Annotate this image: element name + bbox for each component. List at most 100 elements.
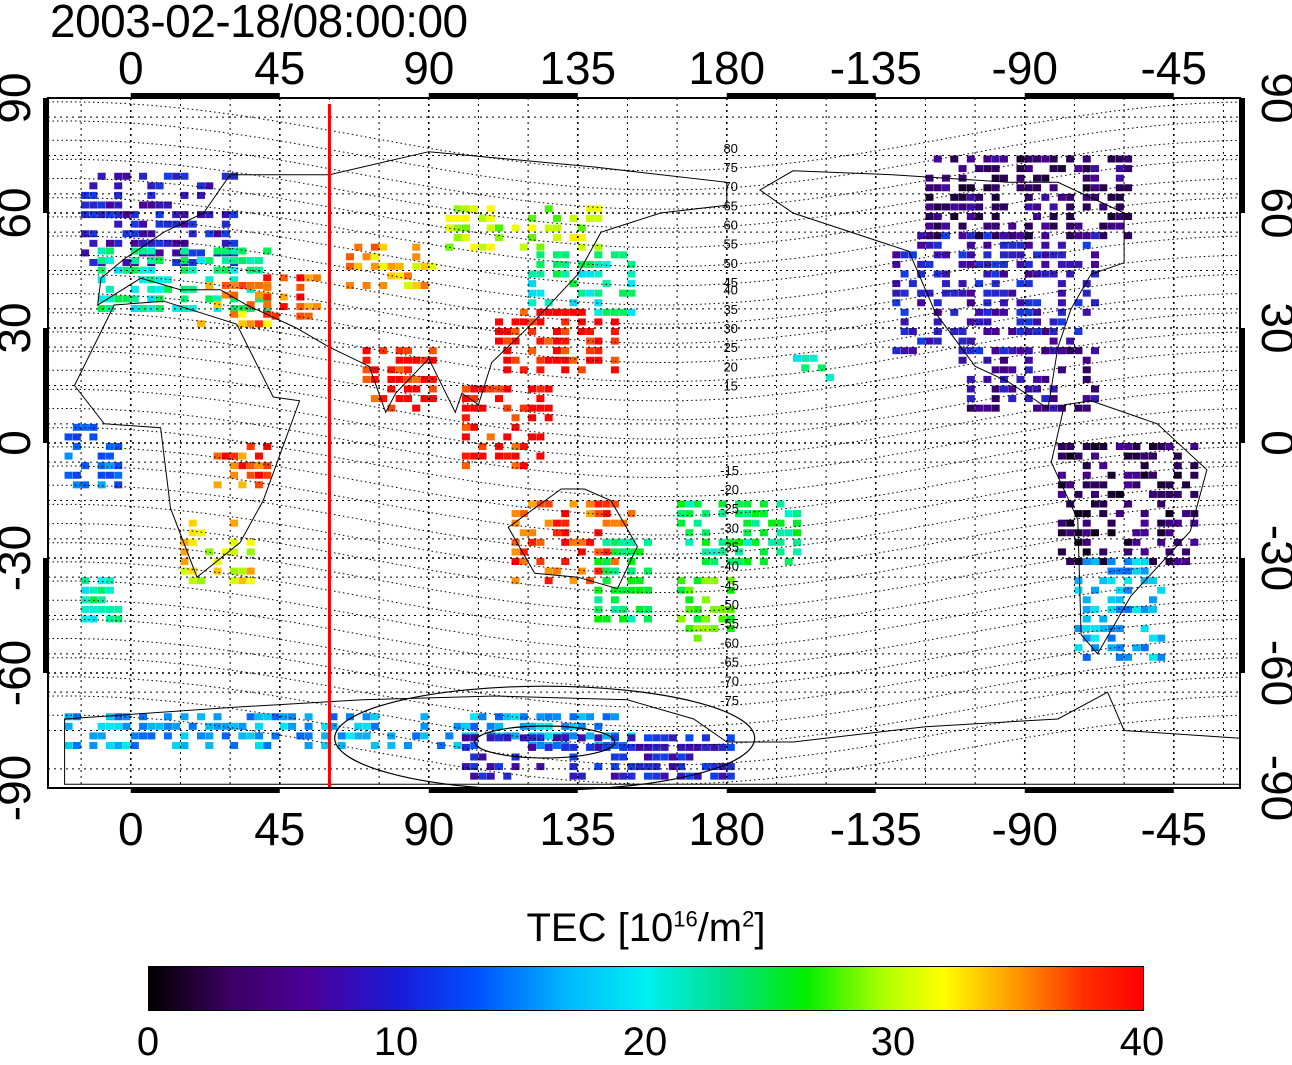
tec-tile-australia-north — [511, 519, 520, 527]
tec-tile-central-america — [1057, 347, 1066, 355]
tec-tile-south-atlantic — [114, 605, 123, 613]
tec-tile-south-asia — [362, 366, 371, 374]
tec-tile-south-asia — [420, 375, 429, 383]
tec-tile-east-asia-south — [503, 328, 512, 335]
tec-tile-russia — [511, 224, 520, 232]
tec-tile-east-asia-north — [586, 289, 595, 297]
tec-tile-canada — [1016, 232, 1025, 240]
tec-tile-pacific-islands — [751, 510, 760, 518]
tec-tile-canada — [925, 232, 934, 240]
tec-tile-europe-north — [221, 220, 230, 228]
y-tick-right: 0 — [1252, 430, 1292, 456]
tec-tile-russia — [486, 224, 495, 232]
tec-tile-canada — [1074, 222, 1083, 230]
tec-tile-east-asia-north — [552, 260, 561, 268]
tec-tile-mediterranean — [238, 320, 247, 328]
tec-tile-europe-north — [180, 191, 189, 199]
tec-tile-mediterranean — [213, 301, 222, 309]
tec-tile-north-america — [1057, 289, 1066, 297]
tec-tile-australia-north — [528, 529, 537, 537]
tec-tile-east-asia-south — [511, 337, 520, 345]
tec-tile-central-asia — [403, 272, 412, 280]
tec-tile-north-america — [900, 270, 909, 278]
tec-tile-west-africa — [97, 452, 106, 460]
tec-tile-antarctica-deep — [644, 772, 652, 780]
tec-tile-north-america — [1041, 260, 1050, 268]
tec-tile-north-america — [983, 299, 992, 307]
tec-tile-canada — [1033, 213, 1042, 220]
tec-tile-russia — [577, 224, 586, 232]
tec-tile-europe-north — [122, 211, 131, 219]
tec-tile-antarctica-coast — [420, 713, 429, 721]
tec-tile-antarctica-coast — [304, 722, 313, 730]
tec-tile-central-america — [999, 366, 1008, 374]
tec-tile-southeast-asia — [470, 395, 479, 403]
frame-bar-right — [1240, 98, 1245, 213]
tec-tile-central-america — [958, 356, 967, 364]
tec-tile-antarctica-coast — [197, 732, 205, 740]
tec-tile-north-america — [1024, 347, 1033, 355]
tec-tile-south-america-north — [1082, 519, 1091, 527]
tec-tile-south-america-north — [1182, 548, 1191, 556]
tec-tile-antarctica-deep — [486, 734, 495, 742]
tec-tile-east-asia-north — [586, 270, 595, 278]
tec-tile-south-america-north — [1124, 500, 1133, 508]
tec-tile-south-asia — [412, 385, 421, 393]
contour-label-north: 65 — [723, 198, 737, 213]
tec-tile-north-america — [983, 251, 992, 259]
tec-tile-antarctica-coast — [337, 732, 346, 740]
tec-tile-central-america — [966, 395, 975, 403]
tec-tile-south-america-north — [1157, 529, 1166, 537]
tec-tile-europe-south — [238, 247, 247, 255]
tec-tile-southeast-asia — [461, 462, 470, 470]
y-tick-left: 30 — [0, 302, 40, 353]
tec-tile-antarctica-deep — [495, 734, 503, 742]
tec-tile-australia-south — [602, 558, 611, 565]
tec-tile-mediterranean — [205, 282, 214, 289]
y-tick-right: -30 — [1252, 525, 1292, 591]
tec-tile-southeast-asia — [495, 452, 503, 460]
tec-tile-north-america — [950, 328, 959, 335]
tec-tile-antarctica-deep — [561, 743, 570, 751]
tec-tile-australia-south — [610, 567, 619, 575]
tec-tile-canada — [1115, 155, 1124, 163]
tec-tile-canada — [1115, 184, 1124, 192]
tec-tile-south-america-north — [1132, 452, 1141, 460]
tec-tile-north-america — [917, 270, 926, 278]
tec-tile-central-asia — [370, 243, 379, 251]
tec-tile-south-asia — [395, 395, 404, 403]
tec-tile-central-asia — [412, 243, 421, 251]
tec-tile-antarctica-coast — [586, 732, 595, 740]
tec-tile-north-america — [1033, 251, 1042, 259]
tec-tile-southeast-asia — [470, 404, 479, 412]
tec-tile-south-africa — [188, 529, 197, 537]
contour-label-north: 45 — [723, 275, 737, 290]
tec-tile-antarctica-coast — [271, 713, 280, 721]
tec-tile-south-america-north — [1124, 452, 1133, 460]
tec-tile-south-america-north — [1157, 481, 1166, 489]
tec-tile-antarctica-coast — [155, 722, 164, 730]
tec-tile-south-america-north — [1057, 452, 1066, 460]
y-axis-right-labels: 9060300-30-60-90 — [1252, 72, 1292, 821]
tec-tile-east-asia-north — [528, 270, 537, 278]
tec-tile-canada — [1016, 184, 1025, 192]
tec-tile-antarctica-deep — [726, 763, 735, 771]
colorbar-tick-20: 20 — [622, 1020, 668, 1064]
tec-tile-south-america-south — [1091, 586, 1099, 594]
tec-tile-antarctica-coast — [594, 722, 603, 730]
tec-tile-canada — [1091, 184, 1099, 192]
tec-tile-australia-north — [544, 577, 553, 585]
tec-tile-russia — [461, 234, 470, 242]
tec-tile-antarctica-coast — [64, 713, 73, 721]
tec-tile-south-america-south — [1124, 558, 1133, 565]
tec-tile-east-asia-north — [561, 260, 570, 268]
tec-tile-central-asia — [412, 262, 421, 270]
tec-tile-canada — [1049, 213, 1058, 220]
tec-tile-antarctica-deep — [610, 734, 619, 742]
contour-label-south: -25 — [720, 501, 739, 516]
tec-tile-antarctica-deep — [635, 743, 644, 751]
contour-label-north: 40 — [723, 283, 737, 298]
tec-tile-south-america-south — [1132, 567, 1141, 575]
tec-tile-antarctica-coast — [495, 722, 503, 730]
tec-tile-canada — [1057, 165, 1066, 173]
